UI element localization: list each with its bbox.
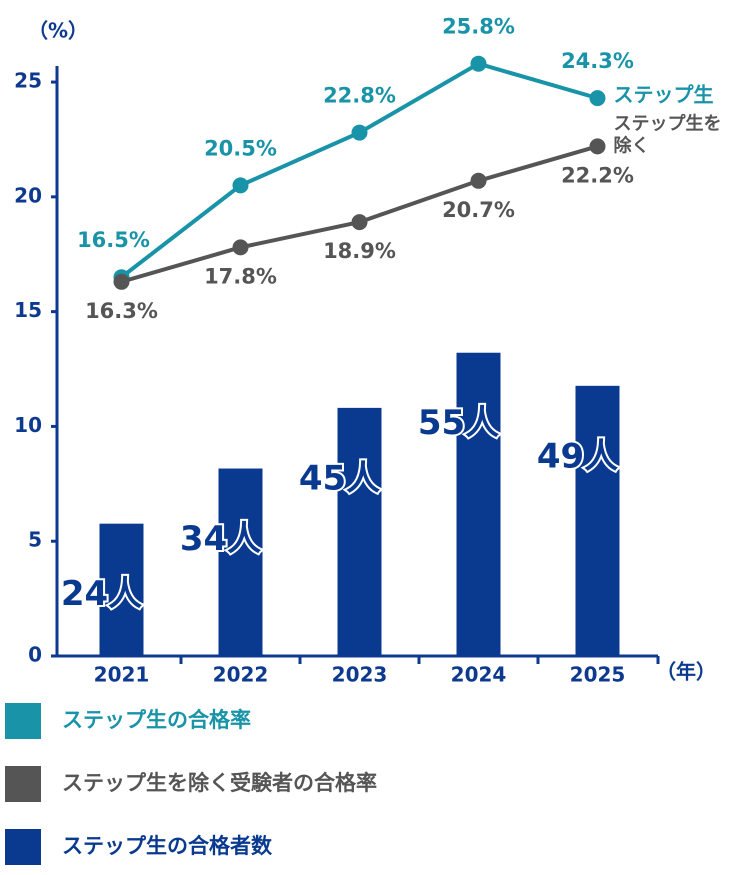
line-value-label: 16.5% (77, 228, 150, 252)
y-tick-label: 15 (14, 298, 42, 322)
y-tick-label: 20 (14, 183, 42, 207)
legend-label: ステップ生を除く受験者の合格率 (62, 771, 377, 795)
x-axis-label: （年） (656, 660, 716, 684)
legend-label: ステップ生の合格率 (62, 708, 251, 732)
y-tick-label: 0 (28, 643, 42, 667)
legend-swatch (5, 766, 41, 802)
line-point (351, 124, 368, 141)
bar-value-label: 34人 (180, 519, 261, 559)
line-value-label: 22.2% (561, 163, 634, 187)
line-point (470, 55, 487, 72)
x-tick-label: 2025 (570, 663, 626, 687)
x-tick-label: 2022 (213, 663, 269, 687)
x-tick-label: 2023 (332, 663, 388, 687)
line-point (589, 138, 606, 155)
bar (575, 385, 620, 656)
line-end-label: 除く (614, 134, 650, 156)
line-value-label: 18.9% (323, 239, 396, 263)
x-tick-label: 2024 (451, 663, 507, 687)
bar (218, 468, 263, 656)
bar (456, 352, 501, 656)
line-point (470, 172, 487, 189)
line-end-label: ステップ生を (614, 112, 722, 134)
line-point (232, 239, 249, 256)
y-tick-label: 5 (28, 528, 42, 552)
legend-label: ステップ生の合格者数 (62, 834, 273, 858)
line-value-label: 17.8% (204, 264, 277, 288)
y-tick-label: 10 (14, 413, 42, 437)
bar (99, 523, 144, 656)
bar-value-label: 49人 (537, 436, 618, 476)
y-tick-label: 25 (14, 69, 42, 93)
line-value-label: 22.8% (323, 84, 396, 108)
line-end-label: ステップ生 (614, 83, 714, 107)
bar-value-label: 55人 (418, 403, 499, 443)
line-value-label: 25.8% (442, 15, 515, 39)
line-value-label: 20.5% (204, 136, 277, 160)
line-point (351, 214, 368, 231)
x-tick-label: 2021 (94, 663, 150, 687)
line-value-label: 24.3% (561, 49, 634, 73)
bar-value-label: 45人 (299, 458, 380, 498)
line-point (113, 273, 130, 290)
line-value-label: 16.3% (85, 299, 158, 323)
legend-swatch (5, 829, 41, 865)
legend-swatch (5, 703, 41, 739)
line-value-label: 20.7% (442, 198, 515, 222)
bar-value-label: 24人 (61, 574, 142, 614)
line-point (589, 90, 606, 107)
bar (337, 407, 382, 656)
line-point (232, 177, 249, 194)
y-axis-label: （%） (28, 19, 88, 43)
